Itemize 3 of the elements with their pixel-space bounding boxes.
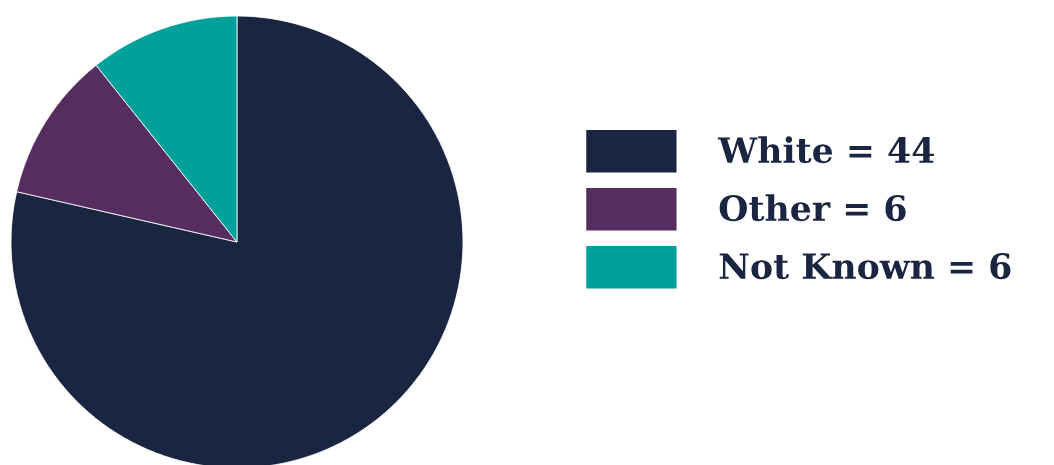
legend-label: Other = 6 bbox=[719, 194, 906, 222]
legend-label: Not Known = 6 bbox=[719, 252, 1011, 280]
legend-label: White = 44 bbox=[717, 136, 934, 164]
